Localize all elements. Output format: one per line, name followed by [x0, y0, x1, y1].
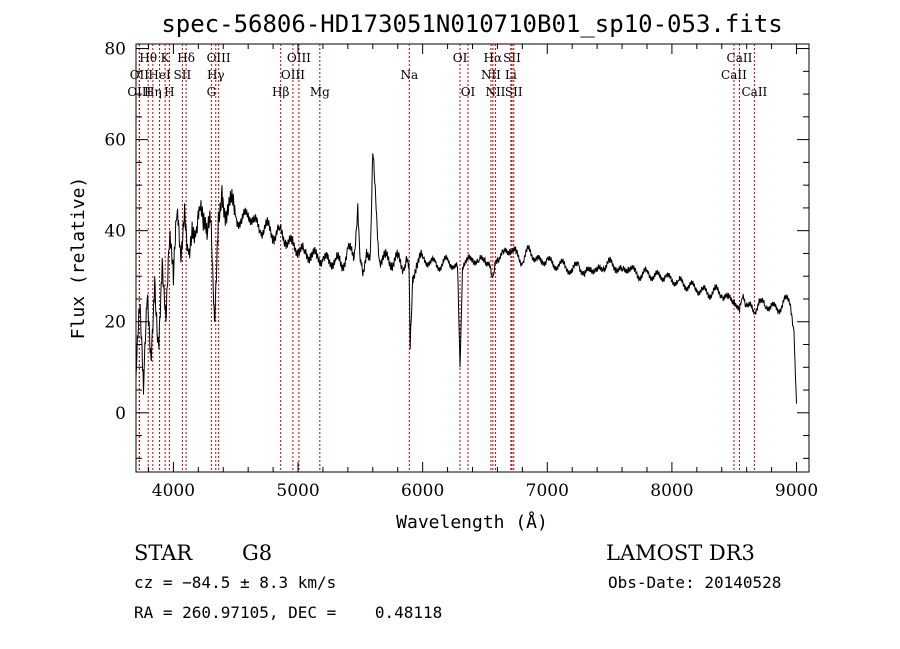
spectral-line-label: Li: [505, 68, 517, 82]
spectral-line-label: H: [164, 85, 174, 99]
spectral-line-label: Na: [400, 68, 418, 82]
spectral-line-label: OIII: [287, 51, 311, 65]
spectral-line-label: G: [207, 85, 217, 99]
y-tick-label: 80: [104, 40, 126, 60]
spectral-line-label: OI: [461, 85, 476, 99]
x-tick-label: 5000: [276, 481, 319, 501]
redshift-info: cz = −84.5 ± 8.3 km/s: [134, 573, 336, 592]
y-tick-label: 60: [104, 131, 126, 151]
spectral-line-label: NII: [485, 85, 505, 99]
x-tick-label: 7000: [526, 481, 569, 501]
spectral-line-label: CaII: [727, 51, 753, 65]
coordinates: RA = 260.97105, DEC = 0.48118: [134, 603, 442, 622]
spectral-line-label: Hβ: [272, 85, 289, 99]
spectral-line-label: OIII: [127, 85, 151, 99]
y-tick-label: 0: [115, 404, 126, 424]
spectrum-line: [135, 153, 797, 404]
object-subclass: G8: [242, 541, 272, 565]
spectral-line-label: Mg: [310, 85, 330, 99]
spectral-line-label: SII: [503, 51, 521, 65]
spectral-line-label: OII: [130, 68, 150, 82]
x-tick-label: 9000: [775, 481, 818, 501]
spectral-line-label: K: [161, 51, 171, 65]
y-tick-label: 40: [104, 222, 126, 242]
spectral-line-label: CaII: [741, 85, 767, 99]
axes: 4000 5000 6000 7000 8000 9000 0 20 40 60 80: [104, 40, 818, 501]
x-tick-label: 6000: [401, 481, 444, 501]
spectral-line-label: HeI: [148, 68, 171, 82]
spectral-line-label: SII: [174, 68, 192, 82]
spectral-line-label: OIII: [281, 68, 305, 82]
spectral-line-label: OI: [453, 51, 468, 65]
spectral-line-label: Hα: [484, 51, 503, 65]
spectral-line-label: Hγ: [207, 68, 225, 82]
x-tick-label: 8000: [650, 481, 693, 501]
object-class: STAR: [134, 541, 193, 565]
spectral-line-label: NII: [481, 68, 501, 82]
chart-title: spec-56806-HD173051N010710B01_sp10-053.f…: [161, 10, 782, 38]
spectral-line-label: SII: [505, 85, 523, 99]
y-axis-label: Flux (relative): [68, 177, 89, 340]
y-tick-label: 20: [104, 313, 126, 333]
spectral-line-label: Hθ: [139, 51, 157, 65]
obs-date: Obs-Date: 20140528: [608, 573, 781, 592]
x-tick-label: 4000: [152, 481, 195, 501]
spectral-line-label: Hη: [144, 85, 162, 99]
survey-name: LAMOST DR3: [606, 541, 755, 565]
x-axis-label: Wavelength (Å): [396, 511, 548, 533]
spectral-line-label: CaII: [721, 68, 747, 82]
spectral-line-label: Hδ: [177, 51, 195, 65]
spectral-line-label: OIII: [207, 51, 231, 65]
